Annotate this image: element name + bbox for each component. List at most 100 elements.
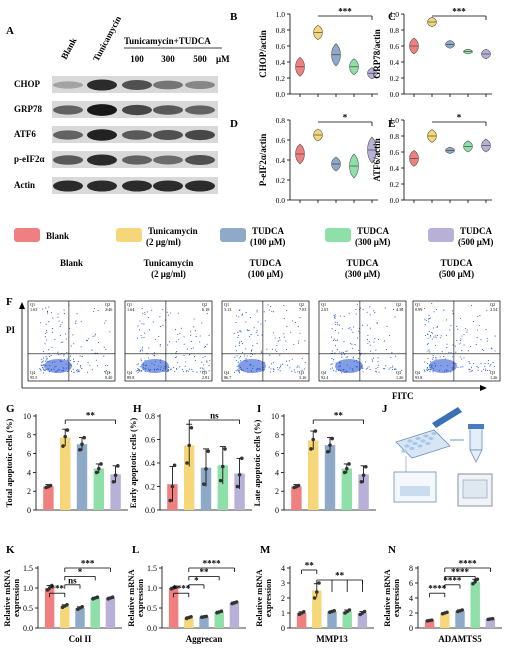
flow-event — [92, 335, 94, 338]
x-axis-label: MMP13 — [316, 634, 348, 644]
flow-event — [175, 352, 177, 354]
flow-event — [353, 326, 355, 328]
tube-tip-icon — [469, 449, 483, 463]
flow-event — [194, 359, 196, 361]
flow-event — [178, 338, 180, 340]
flow-event — [51, 328, 54, 330]
data-point — [471, 581, 475, 586]
y-tick-label: 0.0 — [276, 196, 286, 205]
bar — [234, 473, 245, 510]
data-point — [80, 605, 84, 609]
flow-event — [42, 350, 45, 353]
flow-event — [435, 337, 437, 339]
data-point — [50, 583, 54, 588]
flow-event — [48, 321, 50, 323]
flow-event — [238, 370, 240, 372]
data-point — [187, 443, 191, 448]
flow-event — [67, 371, 69, 373]
flow-event — [105, 320, 107, 322]
bar — [168, 588, 179, 628]
flow-y-arrowhead — [19, 302, 25, 309]
flow-event — [330, 363, 332, 365]
bar — [440, 613, 450, 628]
flow-event — [236, 369, 239, 371]
y-axis-label: Early apoptotic cells (%) — [128, 418, 138, 509]
bar — [296, 613, 307, 628]
sig-label: ns — [68, 575, 77, 585]
flow-event — [147, 316, 149, 319]
flow-event — [144, 313, 146, 316]
flow-event — [355, 313, 357, 315]
data-point — [237, 472, 242, 477]
flow-event — [209, 359, 211, 362]
flow-event — [94, 307, 96, 309]
bar — [183, 445, 195, 510]
flow-event — [186, 369, 188, 372]
flow-event — [51, 346, 53, 348]
flow-event — [429, 317, 431, 319]
flow-event — [181, 368, 183, 370]
flow-event — [272, 311, 275, 313]
flow-event — [193, 326, 195, 328]
flow-event — [288, 360, 290, 362]
flow-event — [432, 371, 434, 373]
flow-event — [457, 366, 459, 368]
flow-event — [373, 357, 375, 359]
flow-event — [167, 314, 169, 316]
flow-event — [79, 355, 81, 357]
flow-x-arrowhead — [480, 385, 487, 391]
flow-event — [468, 361, 470, 363]
flow-event — [357, 337, 359, 339]
flow-event — [489, 369, 491, 371]
flow-event — [97, 341, 100, 344]
flow-event — [257, 321, 259, 323]
flow-event — [469, 368, 471, 370]
flow-event — [377, 361, 379, 363]
flow-event — [238, 309, 240, 311]
flow-event — [199, 341, 201, 343]
flow-event — [106, 308, 108, 310]
flow-event — [352, 356, 354, 358]
flow-event — [140, 334, 142, 337]
flow-event — [432, 332, 434, 334]
flow-event — [486, 309, 488, 311]
flow-event — [467, 350, 469, 352]
flow-event — [46, 310, 49, 312]
bar — [200, 467, 212, 510]
data-point — [113, 473, 118, 478]
flow-event — [44, 360, 46, 362]
bar — [43, 486, 54, 510]
flow-event — [166, 370, 168, 372]
flow-dense-cluster — [141, 359, 169, 373]
flow-event — [443, 356, 445, 358]
panel-letter: D — [230, 118, 238, 130]
data-point — [204, 467, 208, 471]
flow-event — [298, 340, 300, 342]
flow-event — [369, 368, 371, 370]
data-point — [111, 480, 116, 484]
blot-band — [53, 81, 83, 89]
flow-event — [177, 333, 179, 335]
flow-event — [91, 349, 93, 351]
y-tick-label: 8 — [409, 564, 413, 573]
flow-event — [73, 343, 75, 345]
flow-event — [432, 358, 434, 360]
y-axis-label-line2: expression — [135, 579, 145, 617]
flow-event — [366, 339, 369, 341]
sig-label: **** — [451, 567, 470, 577]
flow-plot-frame — [27, 300, 116, 382]
flow-event — [236, 350, 238, 352]
violin-panel-c: C 0.0 0.2 0.4 0.6 0.8 1.0 GRP78/actin *** — [372, 7, 492, 99]
blot-band — [153, 80, 183, 90]
sig-label: **** — [172, 584, 191, 594]
flow-event — [233, 371, 235, 373]
flow-event — [434, 344, 436, 346]
flow-event — [202, 367, 204, 369]
flow-event — [206, 360, 208, 362]
flow-event — [140, 360, 142, 362]
flow-event — [426, 333, 428, 335]
flow-event — [141, 322, 143, 324]
flow-event — [141, 350, 143, 352]
flow-event — [42, 308, 44, 310]
flow-event — [443, 309, 445, 311]
